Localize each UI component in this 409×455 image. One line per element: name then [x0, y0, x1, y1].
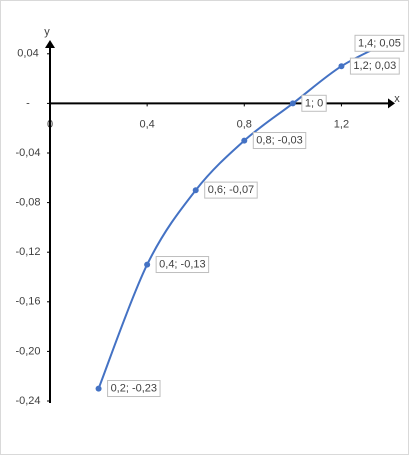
point-label: 0,6; -0,07 [208, 184, 254, 196]
x-tick-label: 1,2 [334, 118, 349, 130]
point [95, 385, 102, 392]
y-axis-label: y [44, 26, 50, 38]
point-label-box [354, 34, 405, 52]
point [241, 137, 248, 144]
y-tick-label: - [26, 97, 30, 109]
y-tick-label: -0,24 [15, 395, 40, 407]
y-tick-label: -0,04 [15, 147, 40, 159]
x-axis-label: x [394, 93, 400, 105]
x-tick-label: 0,8 [237, 118, 252, 130]
y-tick-label: -0,08 [15, 197, 40, 209]
point-label-box [301, 94, 327, 112]
x-tick-label: 0,4 [139, 118, 154, 130]
point-label: 0,4; -0,13 [159, 259, 205, 271]
y-tick-label: -0,12 [15, 246, 40, 258]
point [289, 100, 296, 107]
y-tick-label: 0,04 [17, 48, 38, 60]
point [144, 261, 151, 268]
point-label: 0,8; -0,03 [256, 135, 302, 147]
point-label: 0,2; -0,23 [111, 383, 157, 395]
point-label-box [204, 181, 258, 199]
point-label-box [107, 380, 161, 398]
x-axis-arrow [388, 98, 395, 109]
point [338, 63, 345, 70]
point [192, 187, 199, 194]
point-label: 1,4; 0,05 [358, 37, 401, 49]
y-tick-label: -0,20 [15, 345, 40, 357]
point-label-box [155, 256, 210, 274]
point-label-box [252, 132, 307, 150]
point-label: 1,2; 0,03 [353, 60, 396, 72]
point-label-box [349, 57, 400, 75]
y-tick-label: -0,16 [15, 296, 40, 308]
point-label: 1; 0 [305, 97, 323, 109]
y-axis-arrow [45, 40, 55, 48]
